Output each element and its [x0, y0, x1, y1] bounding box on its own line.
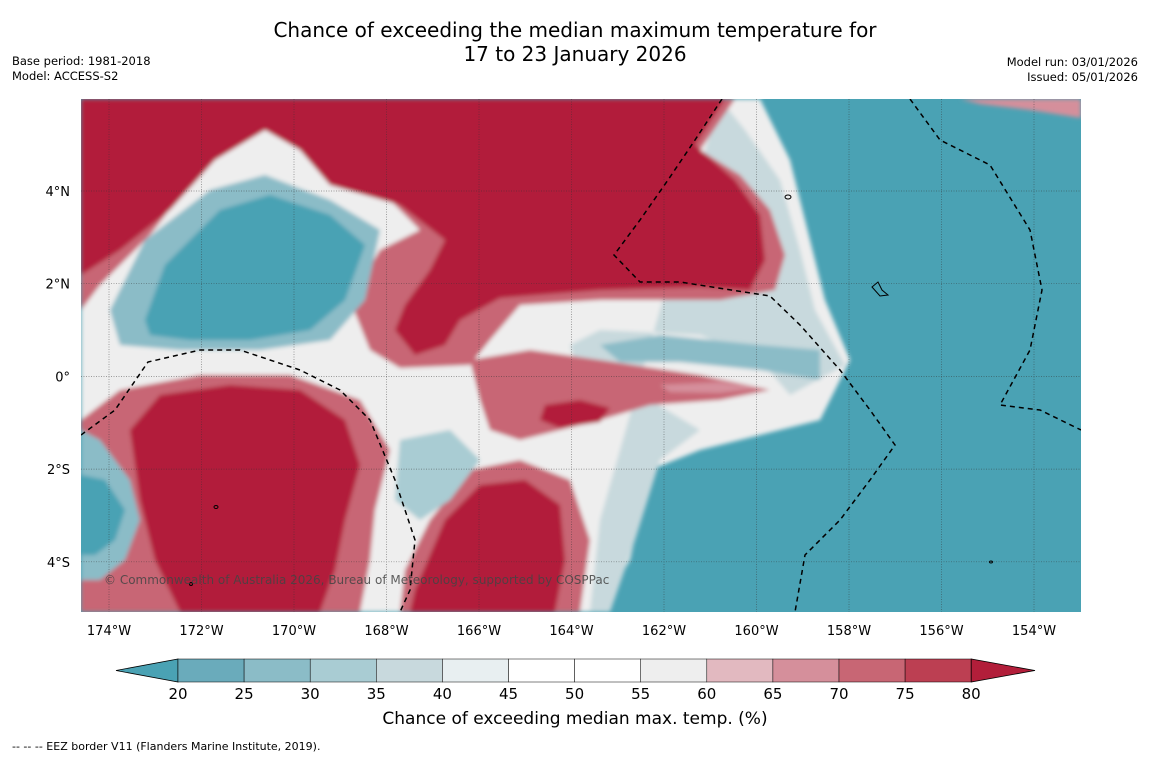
model-run-text: Model run: 03/01/2026: [1006, 55, 1138, 69]
base-period-info: Base period: 1981-2018 Model: ACCESS-S2: [12, 54, 151, 84]
colorbar-segment: [706, 658, 774, 683]
probability-contours: [81, 99, 1081, 612]
islands: [189, 194, 993, 586]
issued-text: Issued: 05/01/2026: [1027, 70, 1138, 84]
colorbar-segment: [442, 658, 509, 683]
colorbar-tick-label: 40: [433, 685, 452, 703]
colorbar-segment: [838, 658, 906, 683]
colorbar-segment: [574, 658, 641, 683]
latitude-label: 2°N: [46, 278, 71, 293]
eez-line-north: [613, 99, 896, 612]
warm-equator-streak: [660, 382, 760, 393]
longitude-label: 174°W: [87, 624, 131, 639]
warm-equator-core: [540, 400, 610, 428]
colorbar-tick-label: 30: [301, 685, 320, 703]
graticule: [81, 99, 1081, 612]
cool-light-band: [570, 99, 845, 612]
colorbar-tick-label: 45: [499, 685, 518, 703]
warm-core-south-central: [410, 480, 565, 612]
eez-line-east: [909, 99, 1081, 431]
eez-borders: [81, 99, 1081, 612]
latitude-label: 0°: [55, 370, 70, 385]
latitude-label: 4°N: [46, 185, 71, 200]
latitude-label: 4°S: [47, 556, 70, 571]
island-1: [784, 194, 792, 200]
longitude-label: 164°W: [549, 624, 593, 639]
longitude-label: 162°W: [642, 624, 686, 639]
latitude-labels: 4°N 2°N 0° 2°S 4°S: [46, 185, 71, 571]
warm-core-southwest: [130, 385, 360, 612]
cool-pocket-south-central: [395, 430, 480, 520]
colorbar-tick-label: 55: [631, 685, 650, 703]
colorbar-over-arrow: [970, 658, 1036, 683]
colorbar-under-arrow: [115, 658, 179, 683]
colorbar-segment: [772, 658, 840, 683]
colorbar-segment: [640, 658, 708, 683]
run-info: Model run: 03/01/2026 Issued: 05/01/2026: [1007, 55, 1138, 85]
colorbar-tick-label: 35: [367, 685, 386, 703]
latitude-label: 2°S: [47, 463, 70, 478]
colorbar: 20 25 30 35 40 45 50 55 60 65 70 75 80: [115, 658, 1036, 703]
model-text: Model: ACCESS-S2: [12, 69, 119, 83]
colorbar-tick-label: 50: [565, 685, 584, 703]
cool-core-northwest: [145, 195, 365, 340]
colorbar-segment: [177, 658, 245, 683]
footnote-eez: -- -- -- EEZ border V11 (Flanders Marine…: [12, 740, 321, 753]
longitude-label: 156°W: [919, 624, 963, 639]
longitude-label: 168°W: [364, 624, 408, 639]
longitude-label: 170°W: [272, 624, 316, 639]
warm-core-north: [81, 99, 765, 355]
cool-tongue-east: [600, 335, 820, 380]
island-5: [989, 560, 993, 564]
title-line-1: Chance of exceeding the median maximum t…: [273, 18, 877, 42]
longitude-label: 172°W: [179, 624, 223, 639]
map-title: Chance of exceeding the median maximum t…: [0, 18, 1150, 66]
longitude-label: 160°W: [734, 624, 778, 639]
colorbar-label: Chance of exceeding median max. temp. (%…: [382, 709, 768, 729]
colorbar-tick-label: 25: [235, 685, 254, 703]
colorbar-segment: [904, 658, 972, 683]
base-period-text: Base period: 1981-2018: [12, 54, 151, 68]
colorbar-tick-label: 60: [697, 685, 716, 703]
colorbar-segment: [508, 658, 575, 683]
colorbar-tick-label: 75: [896, 685, 915, 703]
colorbar-segment: [376, 658, 443, 683]
longitude-label: 158°W: [827, 624, 871, 639]
colorbar-segment: [243, 658, 311, 683]
colorbar-tick-label: 20: [168, 685, 187, 703]
warm-sliver-northeast: [960, 99, 1081, 118]
longitude-label: 166°W: [457, 624, 501, 639]
copyright-text: © Commonwealth of Australia 2026, Bureau…: [104, 573, 609, 587]
eez-line-west: [81, 349, 416, 612]
island-3: [213, 505, 219, 509]
colorbar-tick-label: 80: [962, 685, 981, 703]
map-area: © Commonwealth of Australia 2026, Bureau…: [81, 99, 1081, 612]
longitude-labels: 174°W 172°W 170°W 168°W 166°W 164°W 162°W 160°W…: [87, 624, 1056, 639]
colorbar-tick-label: 65: [763, 685, 782, 703]
colorbar-segment: [309, 658, 377, 683]
longitude-label: 154°W: [1012, 624, 1056, 639]
colorbar-tick-label: 70: [829, 685, 848, 703]
title-line-2: 17 to 23 January 2026: [463, 42, 687, 66]
island-2: [871, 281, 890, 297]
island-4: [189, 582, 193, 586]
cool-core-southwest: [81, 475, 125, 555]
